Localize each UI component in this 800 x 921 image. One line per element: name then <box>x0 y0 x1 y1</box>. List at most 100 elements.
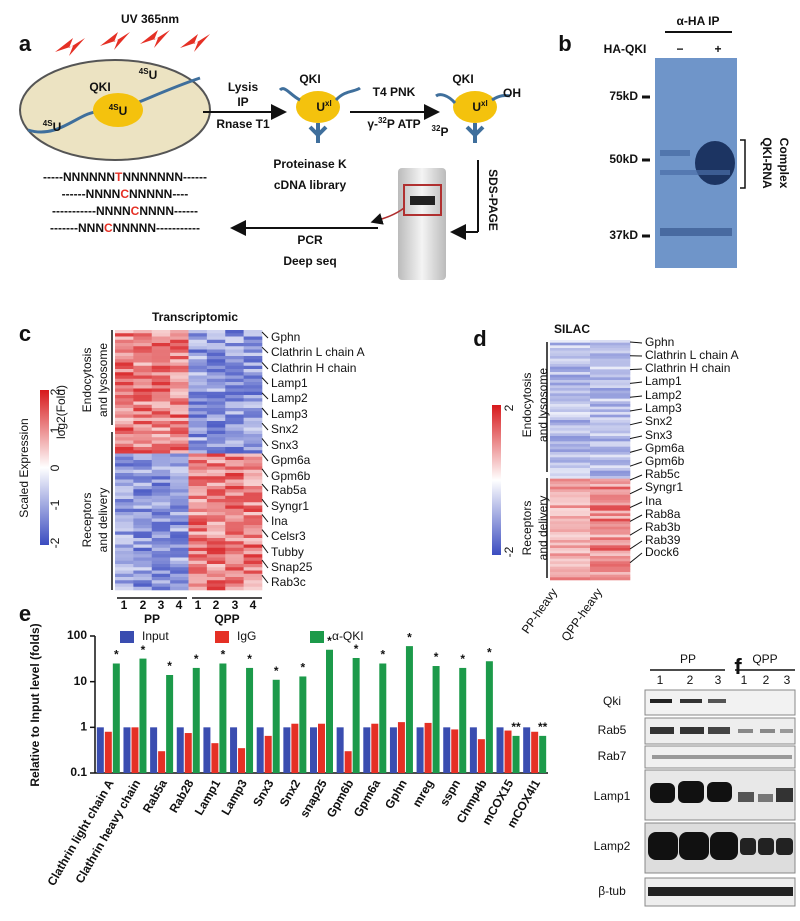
heatmap-cell <box>115 570 134 575</box>
heatmap-cell <box>206 583 226 588</box>
lane-label: 3 <box>158 598 165 612</box>
heatmap-cell <box>188 495 208 500</box>
label: PP <box>680 652 696 666</box>
significance: * <box>221 648 226 662</box>
heatmap-cell <box>115 385 134 389</box>
sequence: ------NNNNCNNNNN---- <box>62 187 189 201</box>
heatmap-cell <box>151 391 171 396</box>
heatmap-cell <box>590 438 631 442</box>
heatmap-cell <box>170 417 189 422</box>
heatmap-cell <box>225 336 244 341</box>
heatmap-cell <box>225 443 244 448</box>
heatmap-cell <box>590 553 631 557</box>
heatmap-cell <box>170 586 189 591</box>
gene-label: Dock6 <box>645 545 679 559</box>
heatmap-cell <box>243 372 263 376</box>
heatmap-cell <box>225 456 244 461</box>
heatmap <box>115 330 263 591</box>
heatmap-cell <box>590 454 631 458</box>
bar <box>203 727 211 773</box>
x-tick-label: Lamp3 <box>218 777 250 818</box>
heatmap-cell <box>206 421 226 425</box>
heatmap-cell <box>550 398 591 402</box>
heatmap-cell <box>151 508 171 513</box>
heatmap-cell <box>188 583 208 588</box>
heatmap-cell <box>115 443 134 448</box>
heatmap-cell <box>151 372 171 376</box>
heatmap-cell <box>550 532 591 535</box>
heatmap-cell <box>115 427 134 432</box>
heatmap-cell <box>115 495 134 500</box>
heatmap-cell <box>590 350 631 354</box>
heatmap-cell <box>550 521 591 525</box>
heatmap-cell <box>243 356 263 360</box>
heatmap-cell <box>170 453 189 458</box>
heatmap-cell <box>550 390 591 394</box>
heatmap-cell <box>151 424 171 428</box>
heatmap-cell <box>206 544 226 549</box>
heatmap-cell <box>115 583 134 588</box>
gene-label: Rab39 <box>645 533 681 547</box>
heatmap-cell <box>225 499 244 503</box>
heatmap-cell <box>151 443 171 448</box>
heatmap-cell <box>151 570 171 575</box>
heatmap-cell <box>243 395 263 399</box>
heatmap-cell <box>188 391 208 396</box>
lane-label: 2 <box>140 598 147 612</box>
heatmap-cell <box>133 343 153 347</box>
heatmap-cell <box>225 447 244 451</box>
text-part: -------NNN <box>50 221 104 235</box>
heatmap-cell <box>188 408 208 412</box>
heatmap-cell <box>206 508 226 513</box>
heatmap-cell <box>188 330 208 334</box>
bar <box>264 735 272 773</box>
heatmap-cell <box>115 499 134 503</box>
bar <box>443 727 451 773</box>
heatmap-cell <box>115 356 134 360</box>
heatmap-cell <box>243 369 263 373</box>
heatmap-cell <box>550 460 591 463</box>
text-part: ------NNNN <box>62 187 121 201</box>
row-label: Lamp2 <box>594 839 631 853</box>
x-tick-label: Gphn <box>382 777 410 811</box>
heatmap-cell <box>133 560 153 565</box>
bar <box>310 727 317 773</box>
leader-line <box>261 559 269 569</box>
heatmap-cell <box>170 528 189 532</box>
heatmap-cell <box>133 482 153 487</box>
heatmap-cell <box>133 512 153 516</box>
row-label: Rab5 <box>598 723 627 737</box>
heatmap-cell <box>225 512 244 516</box>
heatmap-cell <box>133 424 153 428</box>
bar <box>416 727 424 773</box>
heatmap-cell <box>243 473 263 477</box>
heatmap-cell <box>188 453 208 458</box>
heatmap-cell <box>188 456 208 461</box>
heatmap-cell <box>243 427 263 432</box>
heatmap-cell <box>550 518 591 522</box>
heatmap-cell <box>151 450 171 454</box>
heatmap-cell <box>243 486 263 490</box>
heatmap-cell <box>133 369 153 373</box>
heatmap-cell <box>151 359 171 363</box>
leader-line <box>261 468 269 478</box>
heatmap-cell <box>188 580 208 584</box>
leader-line <box>261 544 269 554</box>
label: QKI-RNA <box>760 137 774 189</box>
label: Complex <box>777 138 791 189</box>
heatmap-cell <box>590 470 631 474</box>
heatmap-cell <box>206 424 226 428</box>
heatmap-cell <box>550 430 591 434</box>
heatmap-cell <box>133 486 153 490</box>
heatmap-cell <box>243 421 263 425</box>
heatmap-cell <box>225 391 244 396</box>
heatmap-cell <box>550 516 591 519</box>
heatmap-cell <box>170 437 189 441</box>
heatmap-cell <box>590 564 631 567</box>
heatmap-cell <box>225 573 244 578</box>
heatmap-cell <box>206 469 226 474</box>
bar <box>397 722 405 773</box>
gene-label: Rab5a <box>271 483 307 497</box>
heatmap-cell <box>590 494 631 498</box>
heatmap-cell <box>133 538 153 542</box>
